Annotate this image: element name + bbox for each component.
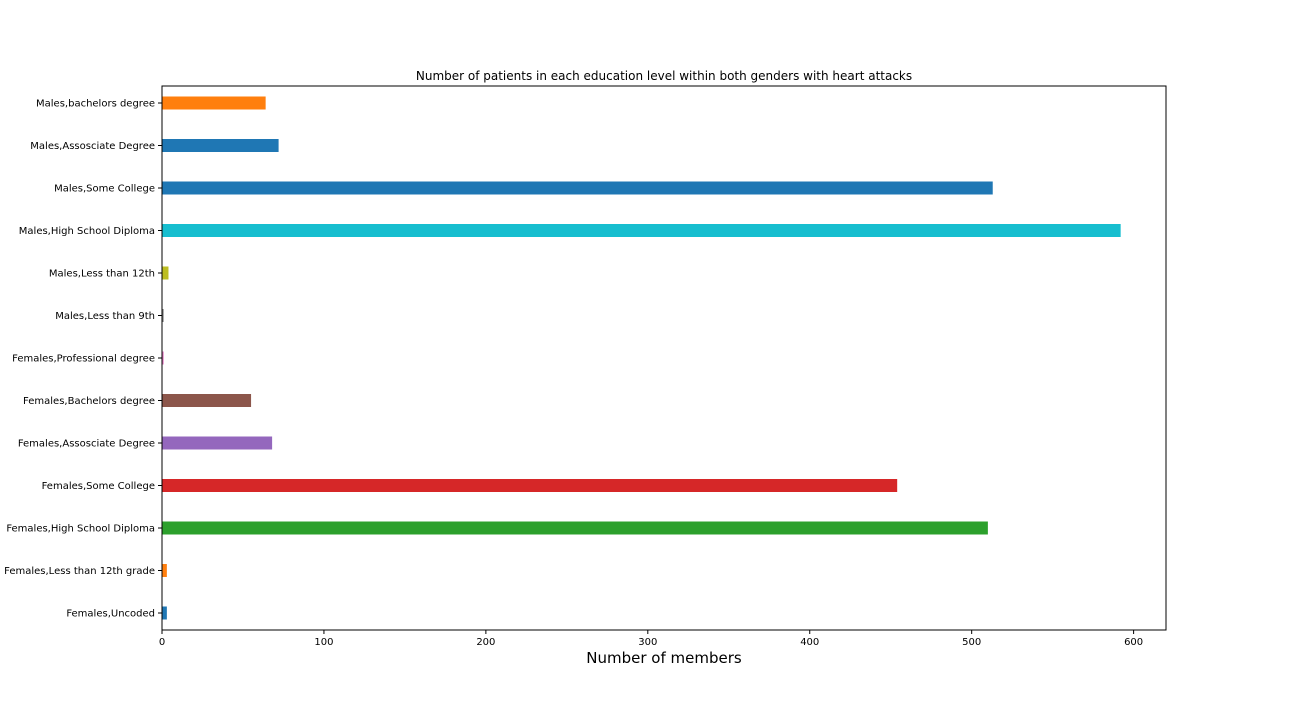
bar	[162, 181, 993, 195]
y-tick-labels: Males,bachelors degree Males,Assosciate D…	[4, 99, 162, 620]
y-tick-label: Males,bachelors degree	[36, 99, 155, 110]
bar	[162, 436, 273, 450]
y-tick-label: Females,High School Diploma	[6, 524, 155, 535]
y-tick-label: Males,High School Diploma	[19, 226, 155, 237]
x-tick-label: 300	[638, 637, 657, 648]
x-axis-label: Number of members	[586, 649, 742, 667]
y-tick-label: Females,Uncoded	[66, 609, 155, 620]
bar	[162, 351, 164, 365]
x-tick-label: 200	[476, 637, 495, 648]
chart-title: Number of patients in each education lev…	[416, 69, 912, 83]
bar	[162, 521, 988, 535]
bars	[162, 96, 1121, 620]
y-tick-label: Males,Assosciate Degree	[30, 141, 155, 152]
y-tick-label: Females,Some College	[42, 481, 155, 492]
y-tick-label: Females,Bachelors degree	[23, 396, 155, 407]
y-tick-label: Females,Professional degree	[12, 354, 155, 365]
x-tick-label: 600	[1124, 637, 1143, 648]
y-tick-label: Males,Less than 9th	[55, 311, 155, 322]
bar	[162, 139, 279, 152]
bar	[162, 564, 167, 577]
bar	[162, 394, 252, 407]
bar	[162, 266, 169, 280]
y-tick-label: Females,Assosciate Degree	[18, 439, 155, 450]
y-tick-label: Males,Less than 12th	[49, 269, 155, 280]
x-ticks: 0 100 200 300 400 500 600	[159, 630, 1143, 648]
y-tick-label: Females,Less than 12th grade	[4, 566, 155, 577]
y-tick-label: Males,Some College	[54, 184, 155, 195]
bar	[162, 309, 164, 322]
plot-frame	[161, 85, 1167, 631]
bar	[162, 224, 1121, 237]
x-tick-label: 500	[962, 637, 981, 648]
x-tick-label: 0	[159, 637, 165, 648]
bar	[162, 479, 898, 492]
bar	[162, 606, 167, 620]
x-tick-label: 400	[800, 637, 819, 648]
bar	[162, 96, 266, 110]
x-tick-label: 100	[314, 637, 333, 648]
